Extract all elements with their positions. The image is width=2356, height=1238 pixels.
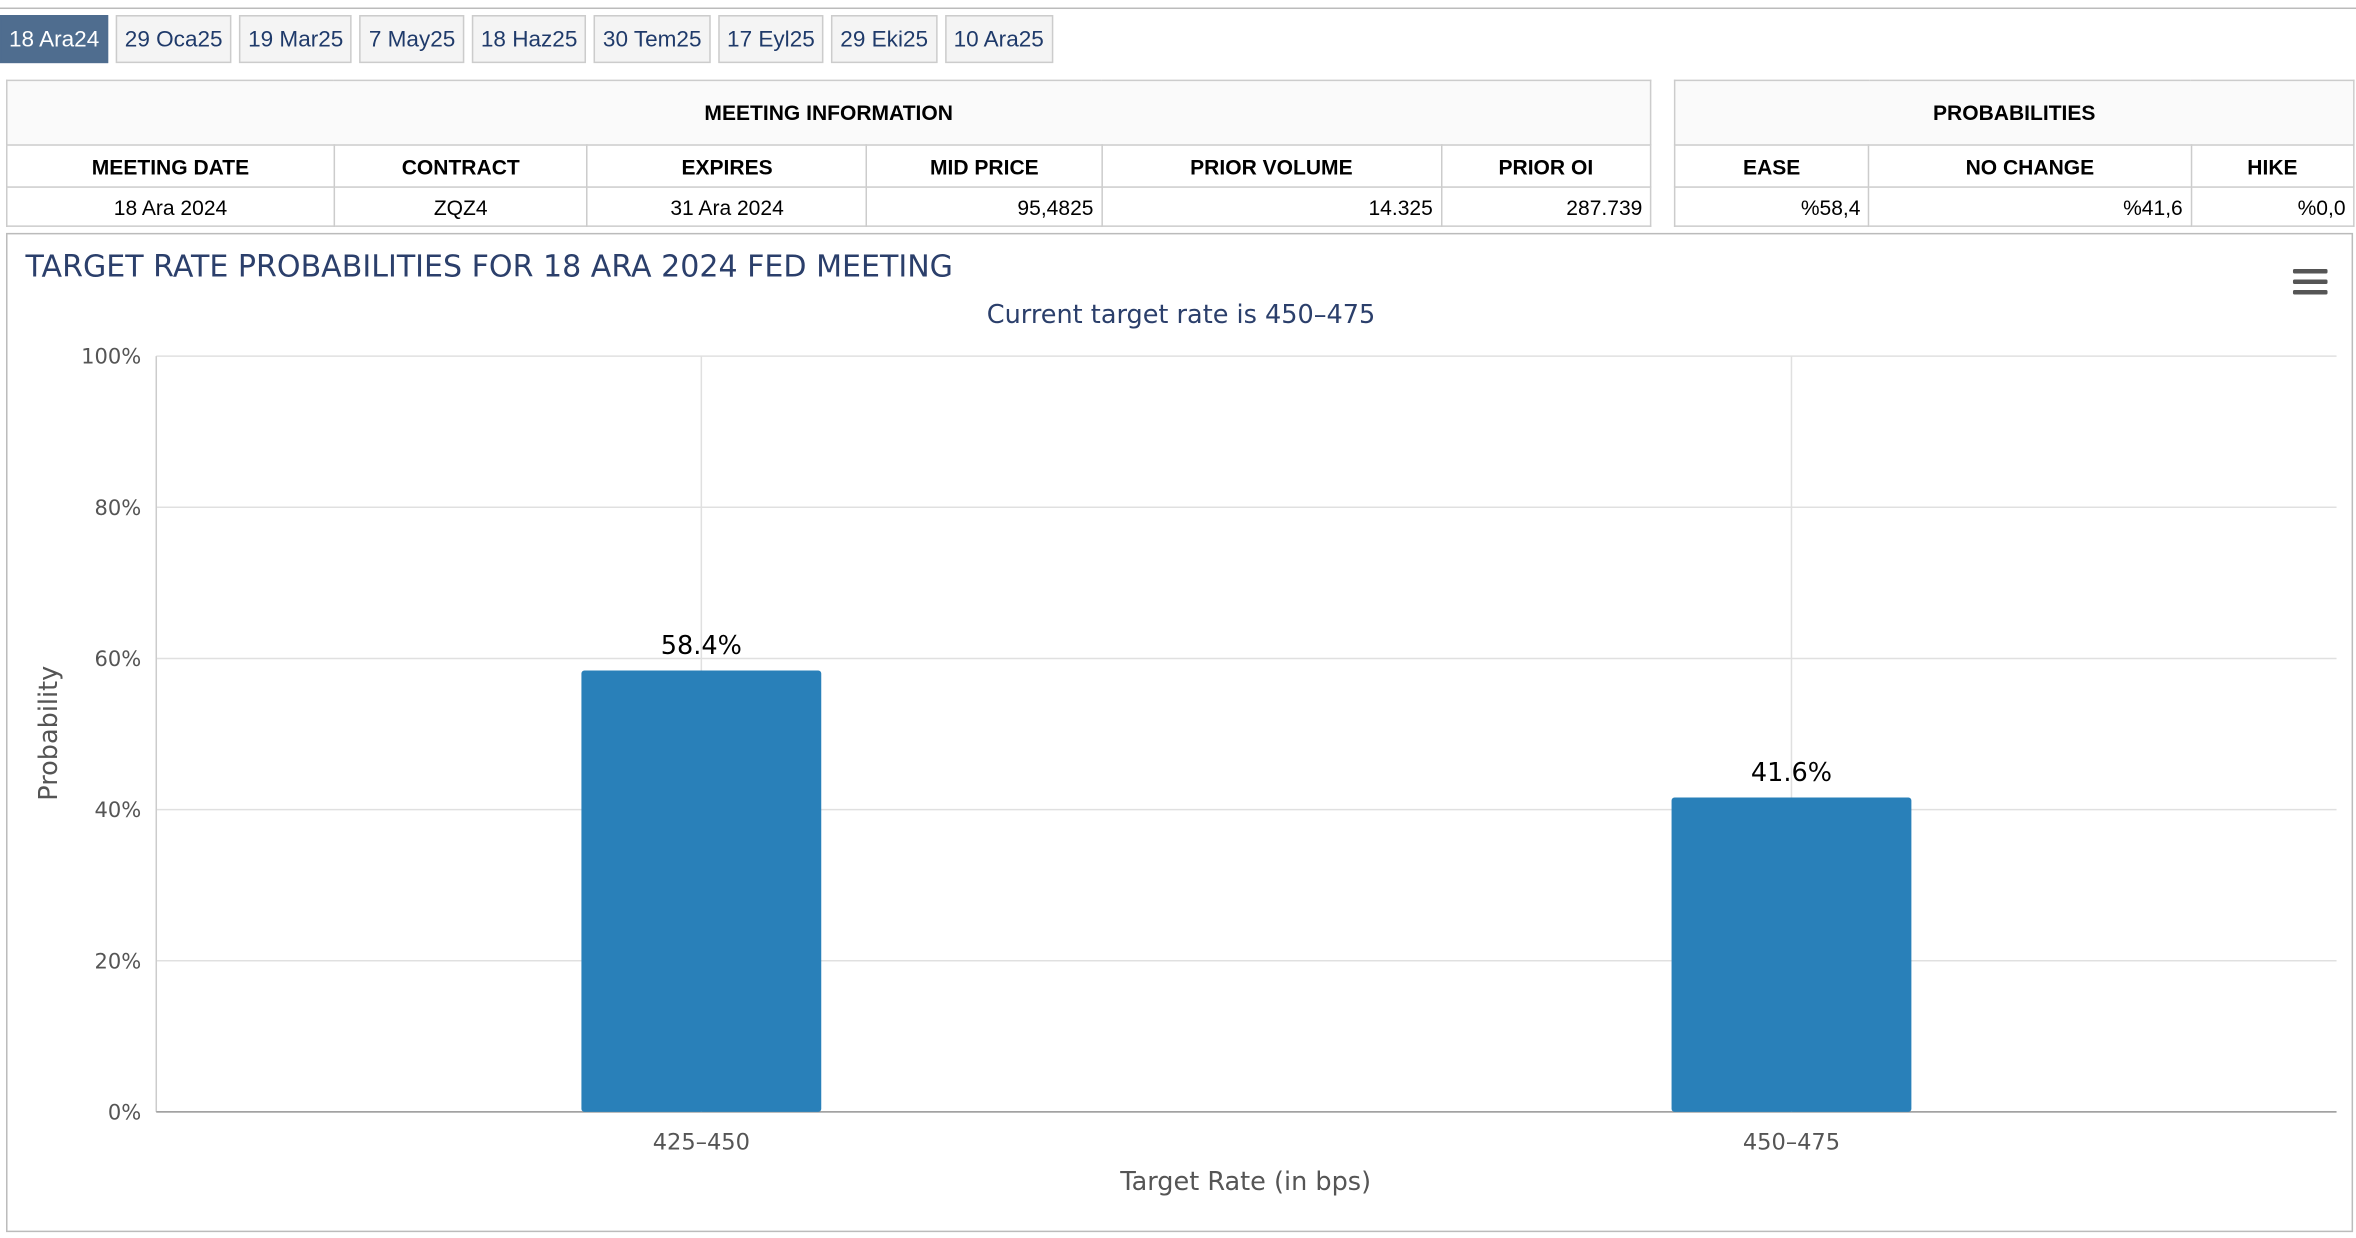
tab[interactable]: 10 Ara25: [944, 15, 1053, 64]
cell: 287.739: [1440, 186, 1652, 227]
bar: [1671, 797, 1912, 1112]
chart-subtitle: Current target rate is 450–475: [987, 300, 1375, 330]
tab[interactable]: 7 May25: [359, 15, 465, 64]
data-label: 58.4%: [661, 631, 742, 661]
title-row: MEETING INFORMATION: [6, 79, 1652, 146]
meeting-table: MEETING INFORMATION MEETING DATE CONTRACT E…: [6, 79, 1652, 227]
y-tick-label: 0%: [108, 1099, 141, 1124]
y-tick-label: 60%: [95, 646, 142, 671]
cell: 31 Ara 2024: [586, 186, 868, 227]
tab[interactable]: 18 Haz25: [471, 15, 587, 64]
divider: [0, 7, 2356, 10]
header-row: MEETING DATE CONTRACT EXPIRES MID PRICE PRIO…: [6, 144, 1652, 188]
column-header: MID PRICE: [866, 144, 1103, 188]
tab[interactable]: 17 Eyl25: [718, 15, 824, 64]
y-tick-label: 100%: [81, 344, 141, 369]
chart-title: TARGET RATE PROBABILITIES FOR 18 ARA 202…: [25, 249, 953, 284]
title-row: PROBABILITIES: [1673, 79, 2355, 146]
column-header: CONTRACT: [333, 144, 588, 188]
y-tick-label: 80%: [95, 495, 142, 520]
column-header: EXPIRES: [586, 144, 868, 188]
data-row: 18 Ara 2024 ZQZ4 31 Ara 2024 95,4825 14.325 2…: [6, 186, 1652, 227]
x-axis-label: Target Rate (in bps): [1119, 1167, 1371, 1197]
chart-frame: [6, 232, 2354, 1233]
x-tick-label: 450–475: [1743, 1129, 1840, 1155]
cell: %0,0: [2190, 186, 2355, 227]
y-tick-label: 20%: [95, 948, 142, 973]
cell: 14.325: [1100, 186, 1442, 227]
data-row: %58,4 %41,6 %0,0: [1673, 186, 2355, 227]
column-header: NO CHANGE: [1867, 144, 2192, 188]
header-row: EASE NO CHANGE HIKE: [1673, 144, 2355, 188]
data-label: 41.6%: [1751, 758, 1832, 788]
cell: %41,6: [1867, 186, 2192, 227]
column-header: PRIOR VOLUME: [1100, 144, 1442, 188]
tab[interactable]: 18 Ara24: [0, 15, 109, 64]
cell: ZQZ4: [333, 186, 588, 227]
column-header: PRIOR OI: [1440, 144, 1652, 188]
column-header: MEETING DATE: [6, 144, 335, 188]
table-title: PROBABILITIES: [1673, 79, 2355, 146]
x-tick-label: 425–450: [653, 1129, 750, 1155]
cell: 18 Ara 2024: [6, 186, 335, 227]
y-axis-label: Probability: [34, 666, 64, 801]
bar: [581, 670, 822, 1112]
probabilities-table: PROBABILITIES EASE NO CHANGE HIKE %58,4 %41,6…: [1673, 79, 2355, 227]
column-header: HIKE: [2190, 144, 2355, 188]
tab[interactable]: 30 Tem25: [593, 15, 711, 64]
menu-icon[interactable]: [2292, 268, 2328, 295]
tab[interactable]: 29 Oca25: [115, 15, 232, 64]
table-title: MEETING INFORMATION: [6, 79, 1652, 146]
tab[interactable]: 19 Mar25: [239, 15, 353, 64]
cell: 95,4825: [866, 186, 1103, 227]
tab-bar: 18 Ara24 29 Oca25 19 Mar25 7 May25 18 Haz25 3…: [0, 15, 1053, 64]
y-tick-label: 40%: [95, 797, 142, 822]
tab[interactable]: 29 Eki25: [831, 15, 938, 64]
